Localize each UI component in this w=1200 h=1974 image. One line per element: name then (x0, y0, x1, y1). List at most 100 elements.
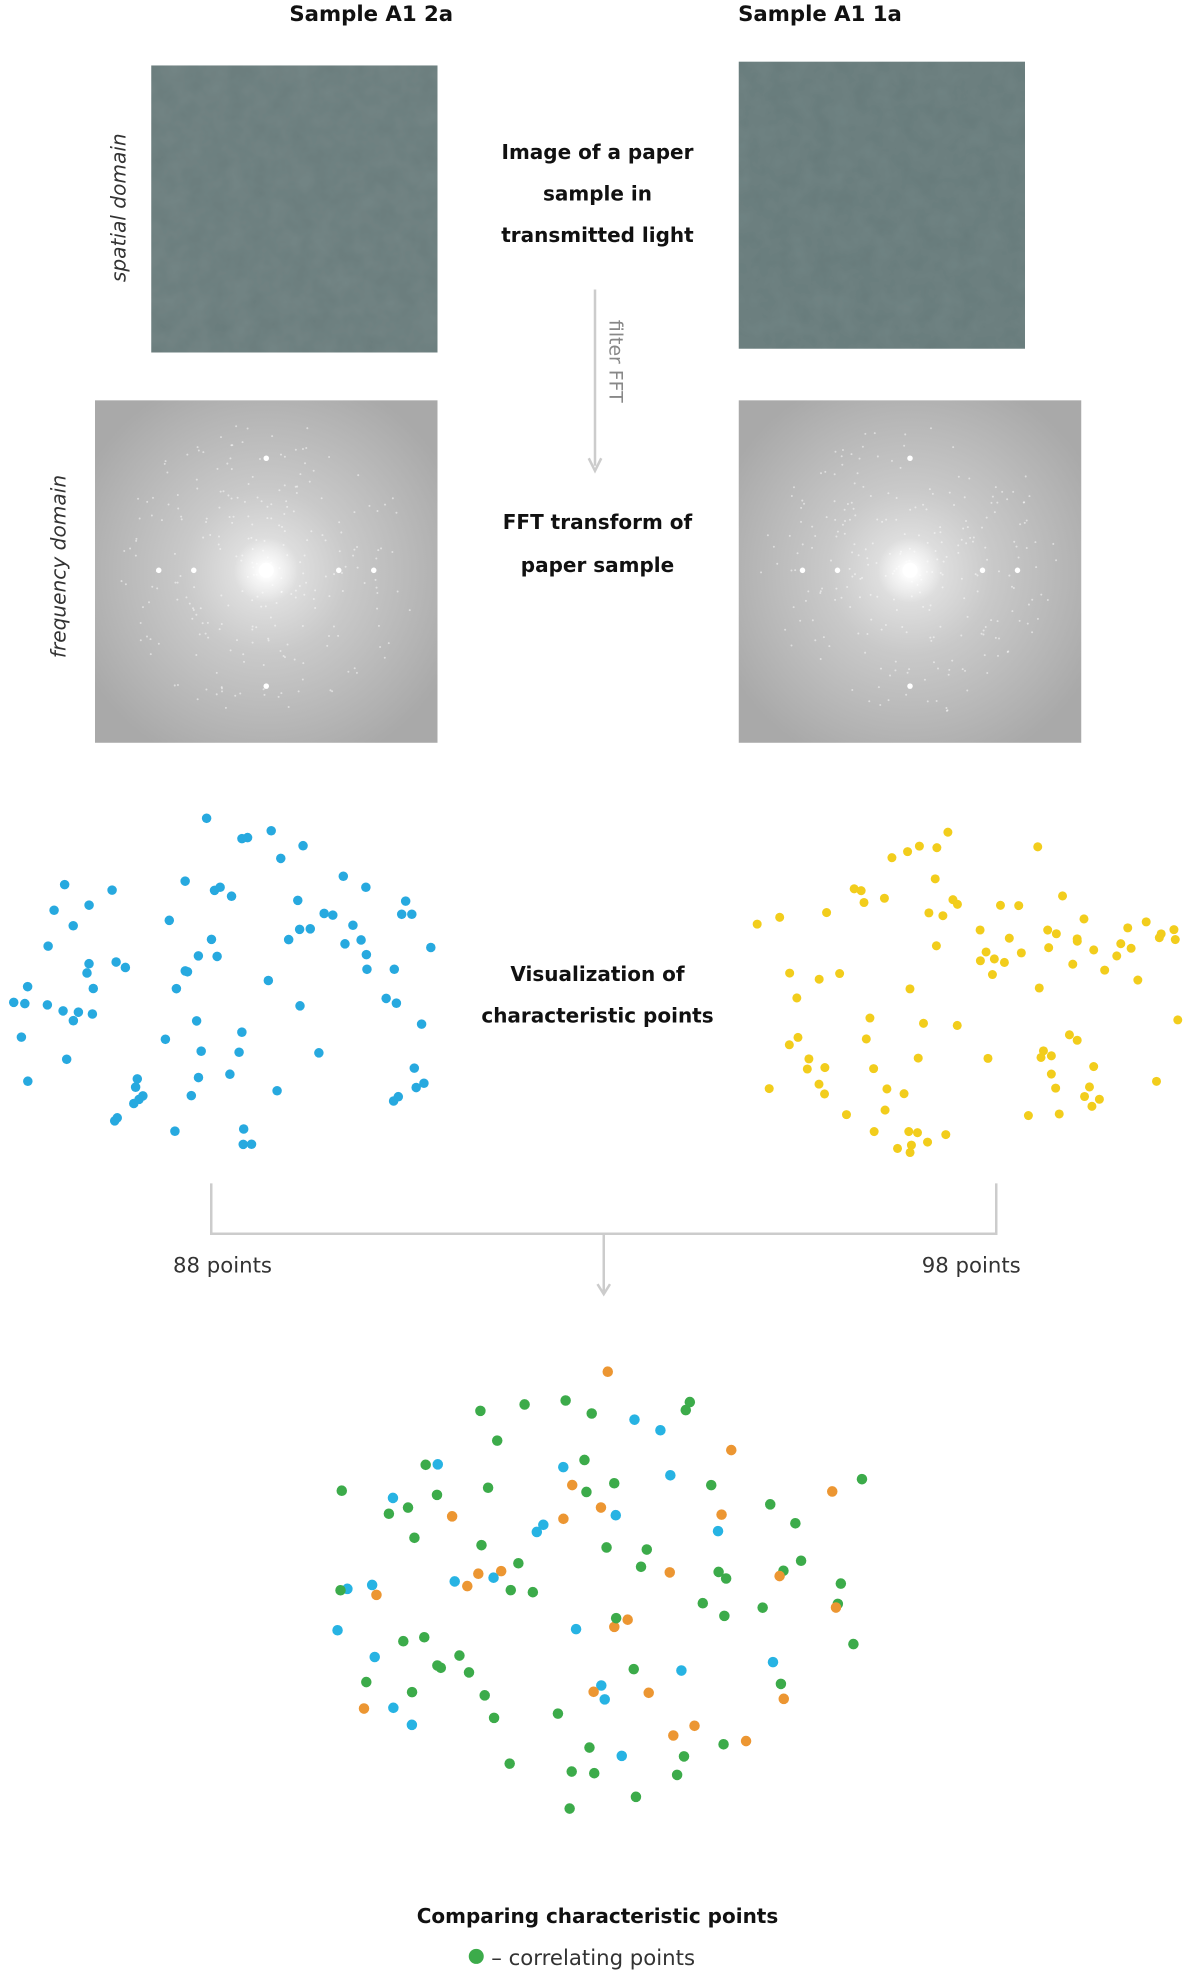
point (20, 998, 30, 1009)
point (1046, 1069, 1056, 1079)
fft-speckle (270, 561, 273, 564)
fft-speckle (990, 501, 993, 504)
point (861, 1034, 871, 1044)
point (1112, 951, 1122, 961)
point (923, 1137, 933, 1147)
point (635, 1561, 647, 1573)
fft-speckle (895, 518, 898, 521)
fft-speckle (935, 700, 938, 703)
fft-speckle (241, 590, 244, 593)
fft-speckle (135, 539, 138, 542)
fft-speckle (235, 639, 238, 642)
point (406, 1719, 418, 1731)
step-label: FFT transform of (503, 510, 693, 534)
point (112, 1113, 122, 1123)
point (473, 1568, 484, 1580)
point (387, 1492, 399, 1504)
fft-speckle (260, 500, 263, 503)
point (407, 909, 417, 920)
point (531, 1526, 543, 1538)
fft-speckle (332, 625, 335, 628)
point (1004, 933, 1014, 943)
point (905, 984, 915, 994)
fft-speckle (231, 521, 234, 524)
fft-speckle (185, 596, 188, 599)
fft-speckle (205, 520, 208, 523)
point (610, 1612, 622, 1624)
point (757, 1602, 768, 1613)
point (246, 1139, 257, 1150)
fft-speckle (1017, 556, 1020, 559)
fft-speckle (278, 567, 281, 570)
fft-speckle (186, 453, 189, 456)
fft-speckle (948, 491, 951, 494)
fft-speckle (123, 550, 126, 553)
fft-speckle (135, 537, 138, 540)
fft-speckle (871, 542, 874, 545)
fft-speckle (196, 698, 199, 701)
fft-speckle (926, 541, 929, 544)
fft-speckle (960, 634, 963, 637)
fft-speckle (301, 624, 304, 627)
fft-speckle (996, 501, 999, 504)
fft-speckle (219, 490, 222, 493)
fft-speckle (267, 573, 270, 576)
fft-speckle (1013, 540, 1016, 543)
fft-speckle (263, 539, 266, 542)
fft-speckle (344, 565, 347, 568)
point (975, 956, 985, 966)
point (697, 1597, 709, 1609)
point (358, 1703, 370, 1714)
fft-speckle (134, 554, 137, 557)
fft-speckle (1008, 574, 1011, 577)
fft-speckle (829, 559, 832, 562)
point (1034, 983, 1044, 993)
point (356, 935, 366, 945)
point (206, 934, 217, 945)
fft-speckle (297, 690, 300, 693)
fft-speckle (852, 507, 855, 510)
fft-speckle (884, 574, 887, 577)
fft-speckle (267, 637, 270, 640)
fft-speckle (177, 507, 180, 510)
point (488, 1712, 500, 1724)
fft-speckle (922, 605, 925, 608)
point (558, 1461, 569, 1473)
fft-speckle (180, 518, 183, 521)
fft-speckle (840, 596, 843, 599)
fft-speckle (929, 636, 932, 639)
fft-speckle (205, 517, 208, 520)
fft-speckle (923, 678, 926, 681)
point (792, 993, 802, 1003)
fft-speckle (282, 655, 285, 658)
point (1044, 943, 1054, 953)
point (581, 1486, 592, 1498)
fft-speckle (220, 594, 223, 597)
fft-speckle (854, 514, 857, 517)
fft-speckle (848, 518, 851, 521)
fft-speckle (383, 656, 386, 659)
fft-speckle (908, 668, 911, 671)
fft-peak (979, 567, 986, 574)
point (775, 1678, 787, 1690)
fft-speckle (283, 484, 286, 487)
point (1087, 1101, 1097, 1111)
point (171, 983, 182, 994)
point (266, 825, 276, 836)
fft-speckle (391, 497, 394, 500)
fft-speckle (164, 460, 167, 463)
fft-speckle (875, 561, 878, 564)
point (1100, 965, 1110, 975)
fft-speckle (280, 453, 283, 456)
point (987, 969, 997, 980)
point (778, 1693, 790, 1705)
fft-speckle (239, 692, 242, 695)
fft-speckle (286, 554, 289, 557)
point (586, 1408, 597, 1419)
point (1046, 1051, 1056, 1061)
fft-peak (1014, 567, 1021, 574)
fft-speckle (811, 525, 814, 528)
fft-speckle (232, 515, 235, 518)
fft-speckle (811, 619, 814, 622)
point (475, 1405, 486, 1417)
